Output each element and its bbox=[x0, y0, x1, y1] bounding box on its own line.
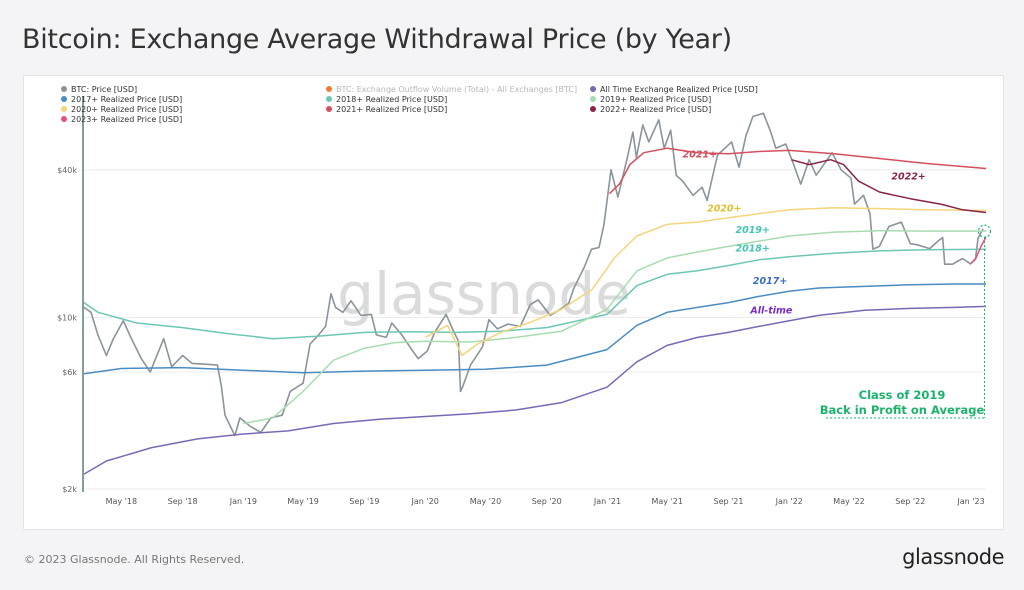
legend-label: 2020+ Realized Price [USD] bbox=[71, 105, 182, 114]
series-line-1 bbox=[83, 305, 987, 475]
legend-swatch bbox=[61, 106, 67, 112]
series-line-0 bbox=[83, 112, 984, 437]
series-line-2 bbox=[83, 283, 986, 375]
chart-svg: glassnode 2021+ 2022+ 2020+ 2019+ 2018+ 2017+… bbox=[57, 85, 992, 506]
series-annotation: 2017+ bbox=[753, 276, 787, 287]
legend-swatch bbox=[326, 96, 332, 102]
x-tick-label: Jan '20 bbox=[411, 497, 439, 506]
grid-lines bbox=[84, 169, 986, 490]
x-tick-label: Jan '19 bbox=[229, 497, 257, 506]
x-tick-label: May '18 bbox=[106, 497, 137, 506]
legend-item: 2020+ Realized Price [USD] bbox=[61, 105, 182, 114]
legend-label: 2018+ Realized Price [USD] bbox=[336, 95, 447, 104]
legend-label: 2023+ Realized Price [USD] bbox=[71, 115, 182, 124]
series-line-5 bbox=[424, 207, 987, 357]
callout-line1: Class of 2019 bbox=[859, 388, 946, 402]
x-axis-ticks: May '18 Sep '18 Jan '19 May '19 Sep '19 Jan '… bbox=[106, 497, 985, 506]
legend-swatch bbox=[61, 96, 67, 102]
x-tick-label: Jan '21 bbox=[593, 497, 621, 506]
legend-item: BTC: Exchange Outflow Volume (Total) - A… bbox=[326, 85, 577, 94]
legend-item: 2017+ Realized Price [USD] bbox=[61, 95, 182, 104]
callout-line2: Back in Profit on Average bbox=[820, 403, 985, 417]
legend-item: 2018+ Realized Price [USD] bbox=[326, 95, 447, 104]
series-annotation: 2019+ bbox=[735, 225, 769, 236]
x-tick-label: Sep '21 bbox=[713, 497, 743, 506]
legend-item: 2019+ Realized Price [USD] bbox=[590, 95, 711, 104]
y-tick-label: $40k bbox=[57, 166, 77, 175]
series-line-3 bbox=[83, 248, 987, 340]
legend-item: 2023+ Realized Price [USD] bbox=[61, 115, 182, 124]
footer-copyright: © 2023 Glassnode. All Rights Reserved. bbox=[24, 553, 245, 566]
legend-swatch bbox=[590, 86, 596, 92]
x-tick-label: May '21 bbox=[652, 497, 683, 506]
legend-swatch bbox=[326, 86, 332, 92]
x-tick-label: Sep '20 bbox=[532, 497, 562, 506]
x-tick-label: Sep '22 bbox=[895, 497, 925, 506]
series-annotation: 2022+ bbox=[891, 172, 925, 183]
x-tick-label: Sep '19 bbox=[349, 497, 379, 506]
chart-card: glassnode 2021+ 2022+ 2020+ 2019+ 2018+ 2017+… bbox=[23, 75, 1004, 530]
y-axis-ticks: $2k $6k $10k $40k bbox=[57, 166, 77, 494]
legend-label: All Time Exchange Realized Price [USD] bbox=[600, 85, 758, 94]
series-line-8 bbox=[970, 236, 987, 265]
y-tick-label: $6k bbox=[62, 368, 77, 377]
series-annotation: 2018+ bbox=[735, 243, 769, 254]
legend-label: 2022+ Realized Price [USD] bbox=[600, 105, 711, 114]
series-line-7 bbox=[791, 158, 987, 214]
legend-label: BTC: Price [USD] bbox=[71, 85, 137, 94]
series-annotation: 2020+ bbox=[707, 204, 741, 215]
legend-label: 2019+ Realized Price [USD] bbox=[600, 95, 711, 104]
y-tick-label: $10k bbox=[57, 314, 77, 323]
series-annotation: All-time bbox=[749, 305, 793, 316]
series-line-6 bbox=[608, 147, 987, 195]
x-tick-label: May '19 bbox=[287, 497, 318, 506]
x-tick-label: May '20 bbox=[470, 497, 501, 506]
series-lines bbox=[83, 112, 987, 475]
legend-swatch bbox=[61, 86, 67, 92]
watermark: glassnode bbox=[337, 260, 631, 328]
legend-swatch bbox=[590, 106, 596, 112]
legend-swatch bbox=[326, 106, 332, 112]
legend-item: 2021+ Realized Price [USD] bbox=[326, 105, 447, 114]
y-tick-label: $2k bbox=[62, 485, 77, 494]
legend-label: BTC: Exchange Outflow Volume (Total) - A… bbox=[336, 85, 577, 94]
legend-swatch bbox=[590, 96, 596, 102]
x-tick-label: Jan '23 bbox=[956, 497, 984, 506]
series-annotations: 2021+ 2022+ 2020+ 2019+ 2018+ 2017+ All-time bbox=[683, 149, 926, 316]
series-line-4 bbox=[243, 229, 986, 425]
x-tick-label: May '22 bbox=[833, 497, 864, 506]
x-tick-label: Jan '22 bbox=[775, 497, 803, 506]
legend-swatch bbox=[61, 116, 67, 122]
footer-brand-logo: glassnode bbox=[902, 545, 1004, 569]
legend-item: 2022+ Realized Price [USD] bbox=[590, 105, 711, 114]
legend: BTC: Price [USD] BTC: Exchange Outflow Vo… bbox=[61, 85, 758, 124]
legend-item: All Time Exchange Realized Price [USD] bbox=[590, 85, 758, 94]
series-annotation: 2021+ bbox=[683, 149, 717, 160]
legend-label: 2021+ Realized Price [USD] bbox=[336, 105, 447, 114]
legend-item: BTC: Price [USD] bbox=[61, 85, 137, 94]
page-title: Bitcoin: Exchange Average Withdrawal Pri… bbox=[22, 24, 732, 55]
x-tick-label: Sep '18 bbox=[168, 497, 198, 506]
legend-label: 2017+ Realized Price [USD] bbox=[71, 95, 182, 104]
